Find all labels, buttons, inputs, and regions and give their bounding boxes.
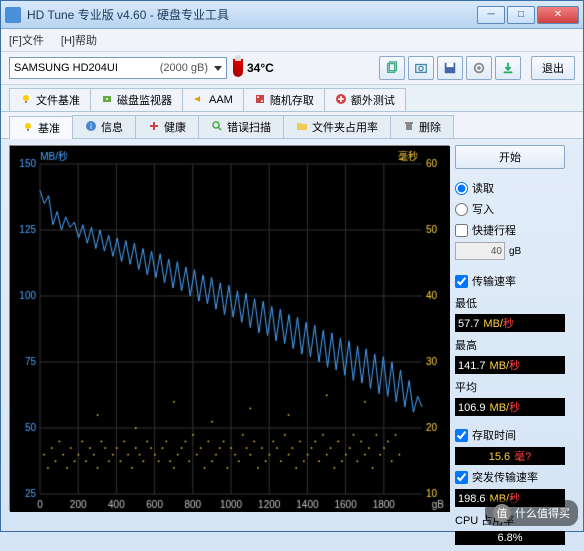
tab-随机存取[interactable]: 随机存取	[243, 88, 325, 111]
write-radio[interactable]: 写入	[455, 200, 565, 218]
tab-AAM[interactable]: AAM	[182, 88, 244, 111]
cpu-value: 6.8%	[455, 531, 565, 545]
stroke-input	[455, 242, 505, 260]
access-check[interactable]: 存取时间	[455, 426, 565, 444]
drive-size: (2000 gB)	[160, 62, 208, 74]
side-panel: 开始 读取 写入 快捷行程 gB 传输速率 最低 57.7MB/秒 最高 141…	[455, 145, 565, 545]
menu-help[interactable]: [H]帮助	[61, 35, 97, 47]
copy-button[interactable]	[379, 56, 405, 80]
temperature-display: 34°C	[233, 59, 274, 77]
watermark: 值 什么值得买	[485, 500, 578, 526]
min-value: 57.7MB/秒	[455, 314, 565, 332]
drive-model: SAMSUNG HD204UI	[14, 62, 118, 74]
thermometer-icon	[233, 59, 243, 77]
chart-canvas	[10, 146, 450, 512]
tab-额外测试[interactable]: 额外测试	[324, 88, 406, 111]
app-window: HD Tune 专业版 v4.60 - 硬盘专业工具 ─ □ ✕ [F]文件 […	[0, 0, 584, 532]
avg-value: 106.9MB/秒	[455, 398, 565, 416]
start-button[interactable]: 开始	[455, 145, 565, 169]
max-value: 141.7MB/秒	[455, 356, 565, 374]
avg-label: 平均	[455, 379, 565, 395]
chevron-down-icon	[214, 66, 222, 71]
content-area: 开始 读取 写入 快捷行程 gB 传输速率 最低 57.7MB/秒 最高 141…	[1, 139, 583, 551]
read-radio-input[interactable]	[455, 182, 468, 195]
burst-check[interactable]: 突发传输速率	[455, 468, 565, 486]
tab-删除[interactable]: 删除	[390, 115, 454, 138]
lower-tabs: 基准i信息健康错误扫描文件夹占用率删除	[1, 112, 583, 139]
minimize-button[interactable]: ─	[477, 6, 505, 24]
tab-健康[interactable]: 健康	[135, 115, 199, 138]
settings-button[interactable]	[466, 56, 492, 80]
folder-icon	[296, 120, 308, 135]
transfer-checkbox[interactable]	[455, 275, 468, 288]
info-icon: i	[85, 120, 97, 135]
access-value: 15.6毫?	[455, 447, 565, 465]
transfer-check[interactable]: 传输速率	[455, 272, 565, 290]
upper-tabs: 文件基准磁盘监视器AAM随机存取额外测试	[1, 85, 583, 112]
window-controls: ─ □ ✕	[477, 6, 579, 24]
bulb-icon	[22, 121, 34, 136]
window-title: HD Tune 专业版 v4.60 - 硬盘专业工具	[27, 6, 477, 23]
tab-文件基准[interactable]: 文件基准	[9, 88, 91, 111]
speaker-icon	[193, 93, 205, 108]
tab-基准[interactable]: 基准	[9, 116, 73, 139]
tab-错误扫描[interactable]: 错误扫描	[198, 115, 284, 138]
watermark-icon: 值	[493, 504, 511, 522]
tab-文件夹占用率[interactable]: 文件夹占用率	[283, 115, 391, 138]
burst-checkbox[interactable]	[455, 471, 468, 484]
bulb-icon	[20, 93, 32, 108]
toolbar-buttons	[379, 56, 521, 80]
temp-value: 34°C	[247, 61, 274, 75]
menubar: [F]文件 [H]帮助	[1, 29, 583, 52]
screenshot-button[interactable]	[408, 56, 434, 80]
app-icon	[5, 7, 21, 23]
benchmark-chart	[9, 145, 449, 511]
close-button[interactable]: ✕	[537, 6, 579, 24]
maximize-button[interactable]: □	[507, 6, 535, 24]
write-radio-input[interactable]	[455, 203, 468, 216]
read-radio[interactable]: 读取	[455, 179, 565, 197]
toolbar: SAMSUNG HD204UI (2000 gB) 34°C 退出	[1, 52, 583, 85]
menu-file[interactable]: [F]文件	[9, 35, 44, 47]
save-button[interactable]	[437, 56, 463, 80]
stroke-spinner: gB	[455, 242, 565, 260]
dice-icon	[254, 93, 266, 108]
plus-icon	[335, 93, 347, 108]
max-label: 最高	[455, 337, 565, 353]
tab-信息[interactable]: i信息	[72, 115, 136, 138]
trash-icon	[403, 120, 415, 135]
shortstroke-check[interactable]: 快捷行程	[455, 221, 565, 239]
scan-icon	[211, 120, 223, 135]
exit-button[interactable]: 退出	[531, 56, 575, 80]
min-label: 最低	[455, 295, 565, 311]
tab-磁盘监视器[interactable]: 磁盘监视器	[90, 88, 183, 111]
svg-text:i: i	[90, 122, 92, 131]
disk-icon	[101, 93, 113, 108]
titlebar[interactable]: HD Tune 专业版 v4.60 - 硬盘专业工具 ─ □ ✕	[1, 1, 583, 29]
download-button[interactable]	[495, 56, 521, 80]
access-checkbox[interactable]	[455, 429, 468, 442]
shortstroke-checkbox[interactable]	[455, 224, 468, 237]
drive-select[interactable]: SAMSUNG HD204UI (2000 gB)	[9, 57, 227, 79]
cross-icon	[148, 120, 160, 135]
